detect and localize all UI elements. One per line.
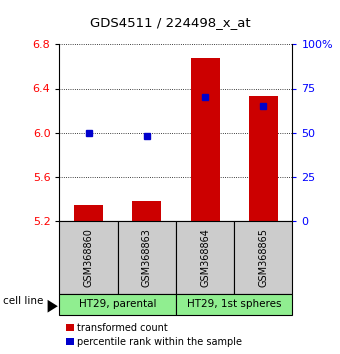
Text: percentile rank within the sample: percentile rank within the sample (77, 337, 242, 347)
Bar (59, 294, 176, 315)
Bar (190, 58, 220, 221)
Text: GSM368865: GSM368865 (258, 228, 268, 287)
Text: GSM368860: GSM368860 (84, 228, 94, 287)
Bar (249, 96, 278, 221)
Bar (59, 221, 118, 294)
Text: HT29, 1st spheres: HT29, 1st spheres (187, 299, 282, 309)
Bar (132, 201, 161, 221)
Text: GSM368863: GSM368863 (142, 228, 152, 287)
Bar (234, 221, 292, 294)
Polygon shape (48, 300, 58, 313)
Text: cell line: cell line (3, 296, 44, 306)
Text: HT29, parental: HT29, parental (79, 299, 156, 309)
Bar (176, 294, 292, 315)
Text: GSM368864: GSM368864 (200, 228, 210, 287)
Bar (176, 221, 234, 294)
Bar (118, 221, 176, 294)
Bar (74, 205, 103, 221)
Text: GDS4511 / 224498_x_at: GDS4511 / 224498_x_at (90, 16, 250, 29)
Text: transformed count: transformed count (77, 322, 168, 332)
